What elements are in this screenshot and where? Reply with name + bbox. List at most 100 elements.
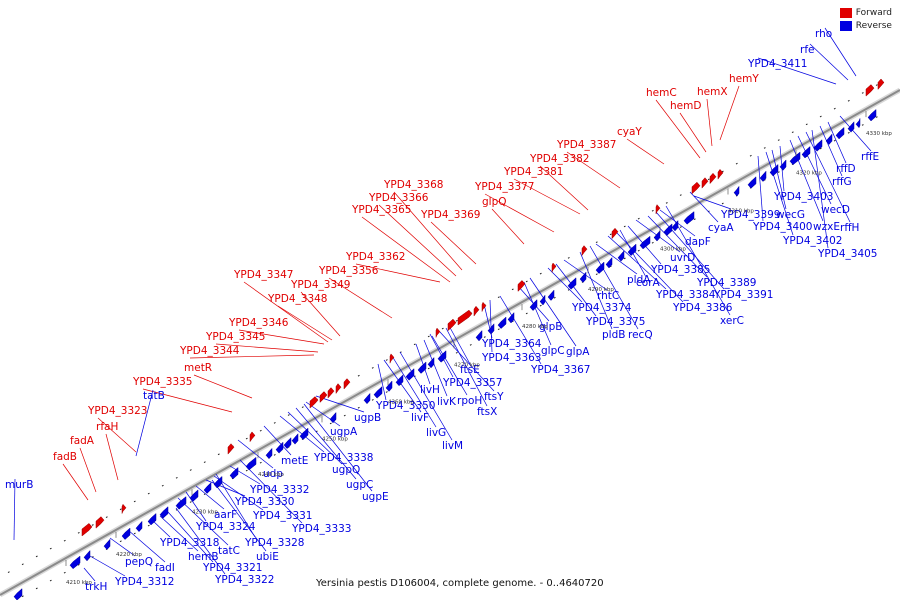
gene-label-ypd4-3399[interactable]: YPD4_3399 — [720, 209, 780, 221]
gene-label-ypd4-3367[interactable]: YPD4_3367 — [530, 364, 590, 376]
gene-label-ftsx[interactable]: ftsX — [477, 406, 497, 418]
reverse-gene[interactable] — [159, 506, 169, 519]
gene-label-ypd4-3364[interactable]: YPD4_3364 — [481, 338, 542, 350]
forward-gene[interactable] — [121, 503, 127, 514]
reverse-gene[interactable] — [547, 289, 555, 301]
reverse-gene[interactable] — [175, 496, 187, 510]
reverse-gene[interactable] — [283, 437, 292, 450]
gene-label-ypd4-3349[interactable]: YPD4_3349 — [290, 279, 350, 291]
gene-label-recq[interactable]: recQ — [628, 329, 653, 341]
gene-label-ypd4-3386[interactable]: YPD4_3386 — [672, 302, 733, 314]
gene-label-ypd4-3402[interactable]: YPD4_3402 — [782, 235, 842, 247]
reverse-gene[interactable] — [203, 482, 212, 494]
forward-gene[interactable] — [81, 523, 93, 537]
gene-label-livh[interactable]: livH — [420, 384, 440, 396]
gene-label-ypd4-3381[interactable]: YPD4_3381 — [503, 166, 563, 178]
reverse-gene[interactable] — [385, 380, 393, 392]
gene-label-fadb[interactable]: fadB — [53, 451, 77, 463]
forward-gene[interactable] — [389, 353, 395, 364]
forward-gene[interactable] — [435, 327, 441, 338]
gene-label-rpoh[interactable]: rpoH — [457, 395, 482, 407]
reverse-gene[interactable] — [835, 126, 845, 140]
gene-label-tatb[interactable]: tatB — [143, 390, 165, 402]
forward-gene[interactable] — [865, 84, 875, 97]
gene-label-ugpa[interactable]: ugpA — [330, 426, 358, 438]
forward-gene[interactable] — [447, 318, 457, 332]
forward-gene[interactable] — [457, 309, 473, 326]
reverse-gene[interactable] — [373, 386, 383, 399]
gene-label-ypd4-3382[interactable]: YPD4_3382 — [529, 153, 589, 165]
gene-label-ypd4-3318[interactable]: YPD4_3318 — [159, 537, 219, 549]
reverse-gene[interactable] — [395, 374, 404, 387]
reverse-gene[interactable] — [529, 299, 538, 311]
reverse-gene[interactable] — [213, 475, 223, 489]
reverse-gene[interactable] — [663, 223, 673, 236]
forward-gene[interactable] — [655, 204, 661, 215]
gene-label-ypd4-3345[interactable]: YPD4_3345 — [205, 331, 265, 343]
gene-label-trkh[interactable]: trkH — [85, 581, 107, 593]
gene-label-ypd4-3338[interactable]: YPD4_3338 — [313, 452, 373, 464]
gene-label-ftsy[interactable]: ftsY — [484, 391, 504, 403]
gene-label-ypd4-3363[interactable]: YPD4_3363 — [481, 352, 541, 364]
gene-label-rho[interactable]: rho — [815, 28, 832, 40]
forward-gene[interactable] — [691, 181, 701, 195]
gene-label-cyaa[interactable]: cyaA — [708, 222, 734, 234]
gene-label-rhtc[interactable]: rhtC — [597, 290, 619, 302]
gene-label-livf[interactable]: livF — [411, 412, 429, 424]
gene-label-ypd4-3347[interactable]: YPD4_3347 — [233, 269, 293, 281]
gene-label-ypd4-3330[interactable]: YPD4_3330 — [234, 496, 294, 508]
reverse-gene[interactable] — [847, 121, 855, 133]
gene-label-ypd4-3324[interactable]: YPD4_3324 — [195, 521, 256, 533]
reverse-gene[interactable] — [147, 512, 157, 526]
gene-label-dapf[interactable]: dapF — [685, 236, 711, 248]
gene-label-ypd4-3374[interactable]: YPD4_3374 — [571, 302, 632, 314]
forward-gene[interactable] — [249, 431, 256, 443]
reverse-gene[interactable] — [671, 219, 679, 232]
gene-label-ypd4-3366[interactable]: YPD4_3366 — [368, 192, 429, 204]
reverse-gene[interactable] — [733, 185, 740, 197]
reverse-gene[interactable] — [329, 411, 337, 424]
gene-label-fada[interactable]: fadA — [70, 435, 95, 447]
reverse-gene[interactable] — [567, 277, 577, 290]
gene-label-ypd4-3368[interactable]: YPD4_3368 — [383, 179, 443, 191]
gene-label-ypd4-3385[interactable]: YPD4_3385 — [650, 264, 710, 276]
gene-label-ugpq[interactable]: ugpQ — [332, 464, 360, 476]
gene-label-fadi[interactable]: fadI — [155, 562, 175, 574]
gene-label-livk[interactable]: livK — [437, 396, 457, 408]
gene-label-plda[interactable]: pldA — [627, 274, 651, 286]
reverse-gene[interactable] — [299, 427, 309, 441]
gene-label-ypd4-3375[interactable]: YPD4_3375 — [585, 316, 645, 328]
gene-label-ypd4-3348[interactable]: YPD4_3348 — [267, 293, 327, 305]
gene-label-ypd4-3356[interactable]: YPD4_3356 — [318, 265, 379, 277]
reverse-gene[interactable] — [83, 549, 91, 562]
gene-label-ypd4-3369[interactable]: YPD4_3369 — [420, 209, 480, 221]
reverse-gene[interactable] — [579, 271, 587, 283]
gene-label-ypd4-3346[interactable]: YPD4_3346 — [228, 317, 289, 329]
reverse-gene[interactable] — [265, 447, 273, 460]
reverse-gene[interactable] — [103, 538, 111, 551]
gene-label-ypd4-3322[interactable]: YPD4_3322 — [214, 574, 274, 586]
forward-gene[interactable] — [551, 262, 557, 273]
gene-label-aarf[interactable]: aarF — [214, 509, 237, 521]
reverse-gene[interactable] — [121, 527, 131, 540]
gene-label-ypd4-3312[interactable]: YPD4_3312 — [114, 576, 174, 588]
gene-label-glpb[interactable]: glpB — [539, 321, 562, 333]
reverse-gene[interactable] — [801, 145, 811, 159]
gene-label-murb[interactable]: murB — [5, 479, 33, 491]
gene-label-rfe[interactable]: rfe — [800, 44, 814, 56]
gene-label-rffd[interactable]: rffD — [836, 163, 856, 175]
gene-label-udp[interactable]: udp — [263, 468, 283, 480]
forward-gene[interactable] — [709, 172, 717, 185]
gene-label-hemc[interactable]: hemC — [646, 87, 677, 99]
gene-label-ugpe[interactable]: ugpE — [362, 491, 389, 503]
forward-gene[interactable] — [227, 443, 235, 455]
gene-label-metr[interactable]: metR — [184, 362, 212, 374]
reverse-gene[interactable] — [363, 392, 371, 405]
reverse-gene[interactable] — [595, 261, 605, 274]
gene-label-ypd4-3344[interactable]: YPD4_3344 — [179, 345, 240, 357]
reverse-gene[interactable] — [497, 316, 507, 329]
gene-label-rffe[interactable]: rffE — [861, 151, 879, 163]
gene-label-ypd4-3391[interactable]: YPD4_3391 — [713, 289, 773, 301]
gene-label-cora[interactable]: corA — [636, 277, 661, 289]
